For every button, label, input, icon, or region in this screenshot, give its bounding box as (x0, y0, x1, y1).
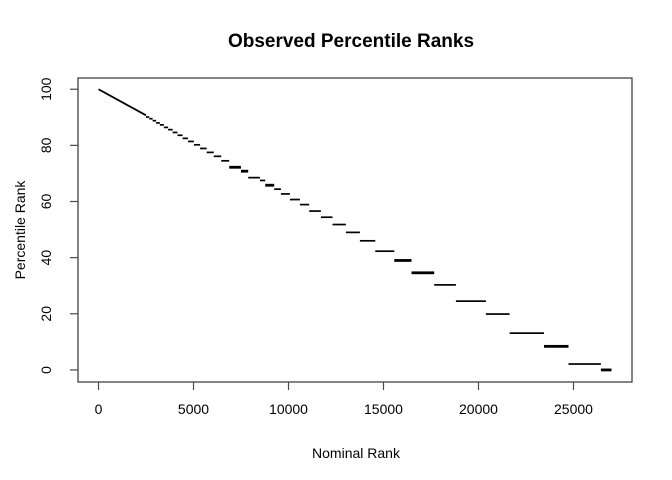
x-tick-label: 5000 (178, 401, 209, 417)
tie-group-segment (240, 169, 249, 173)
y-tick-label: 20 (38, 306, 54, 322)
x-tick-label: 20000 (459, 401, 498, 417)
tie-group-segment (206, 151, 214, 154)
tie-group-segment (332, 223, 346, 226)
tie-group-segment (149, 117, 153, 120)
tie-group-segment (280, 193, 290, 195)
y-tick-label: 0 (38, 366, 54, 374)
tie-group-segment (221, 159, 230, 162)
tie-group-segment (375, 250, 395, 253)
x-axis-label: Nominal Rank (312, 445, 401, 461)
tie-group-segment (411, 271, 435, 275)
tie-group-segment (213, 155, 222, 158)
tie-group-segment (152, 119, 157, 122)
tie-group-segment (265, 183, 275, 187)
x-tick-label: 25000 (554, 401, 593, 417)
y-tick-label: 80 (38, 137, 54, 153)
tie-group-segment (600, 368, 612, 372)
tie-group-segment (188, 140, 194, 143)
tie-group-segment (434, 284, 456, 286)
plot-title: Observed Percentile Ranks (228, 31, 474, 52)
tie-group-segment (177, 134, 183, 137)
tie-group-segment (485, 313, 510, 315)
y-tick-label: 60 (38, 194, 54, 210)
tie-group-segment (146, 116, 150, 118)
tie-group-segment (509, 332, 545, 335)
tie-group-segment (259, 179, 266, 182)
tie-group-segment (168, 128, 173, 131)
tie-group-segment (172, 131, 178, 134)
tie-group-segment (229, 165, 241, 169)
tie-group-segment (182, 137, 189, 140)
data-points (98, 88, 612, 372)
tie-group-segment (394, 259, 412, 262)
tie-group-segment (568, 363, 601, 365)
tie-group-segment (455, 300, 486, 303)
tie-group-segment (159, 124, 164, 126)
tie-group-segment (200, 147, 207, 150)
y-axis-label: Percentile Rank (12, 180, 28, 280)
tie-group-segment (274, 188, 281, 191)
tie-group-segment (544, 344, 569, 348)
tie-group-segment (193, 143, 201, 146)
tie-group-segment (156, 122, 160, 124)
tie-group-segment (248, 176, 260, 179)
y-tick-label: 100 (38, 77, 54, 101)
dense-rank-run (98, 88, 147, 117)
tie-group-segment (309, 210, 321, 212)
y-tick-label: 40 (38, 250, 54, 266)
x-tick-label: 15000 (364, 401, 403, 417)
tie-group-segment (345, 231, 360, 234)
tie-group-segment (289, 198, 300, 201)
plot-frame (77, 77, 633, 383)
tie-group-segment (163, 126, 169, 129)
tie-group-segment (359, 239, 376, 242)
tie-group-segment (320, 216, 333, 219)
y-axis-ticks: 0 20 40 60 80 100 (38, 77, 78, 374)
x-tick-label: 10000 (269, 401, 308, 417)
x-tick-label: 0 (95, 401, 103, 417)
tie-group-segment (299, 203, 310, 206)
x-axis-ticks: 0 5000 10000 15000 20000 25000 (95, 382, 593, 417)
